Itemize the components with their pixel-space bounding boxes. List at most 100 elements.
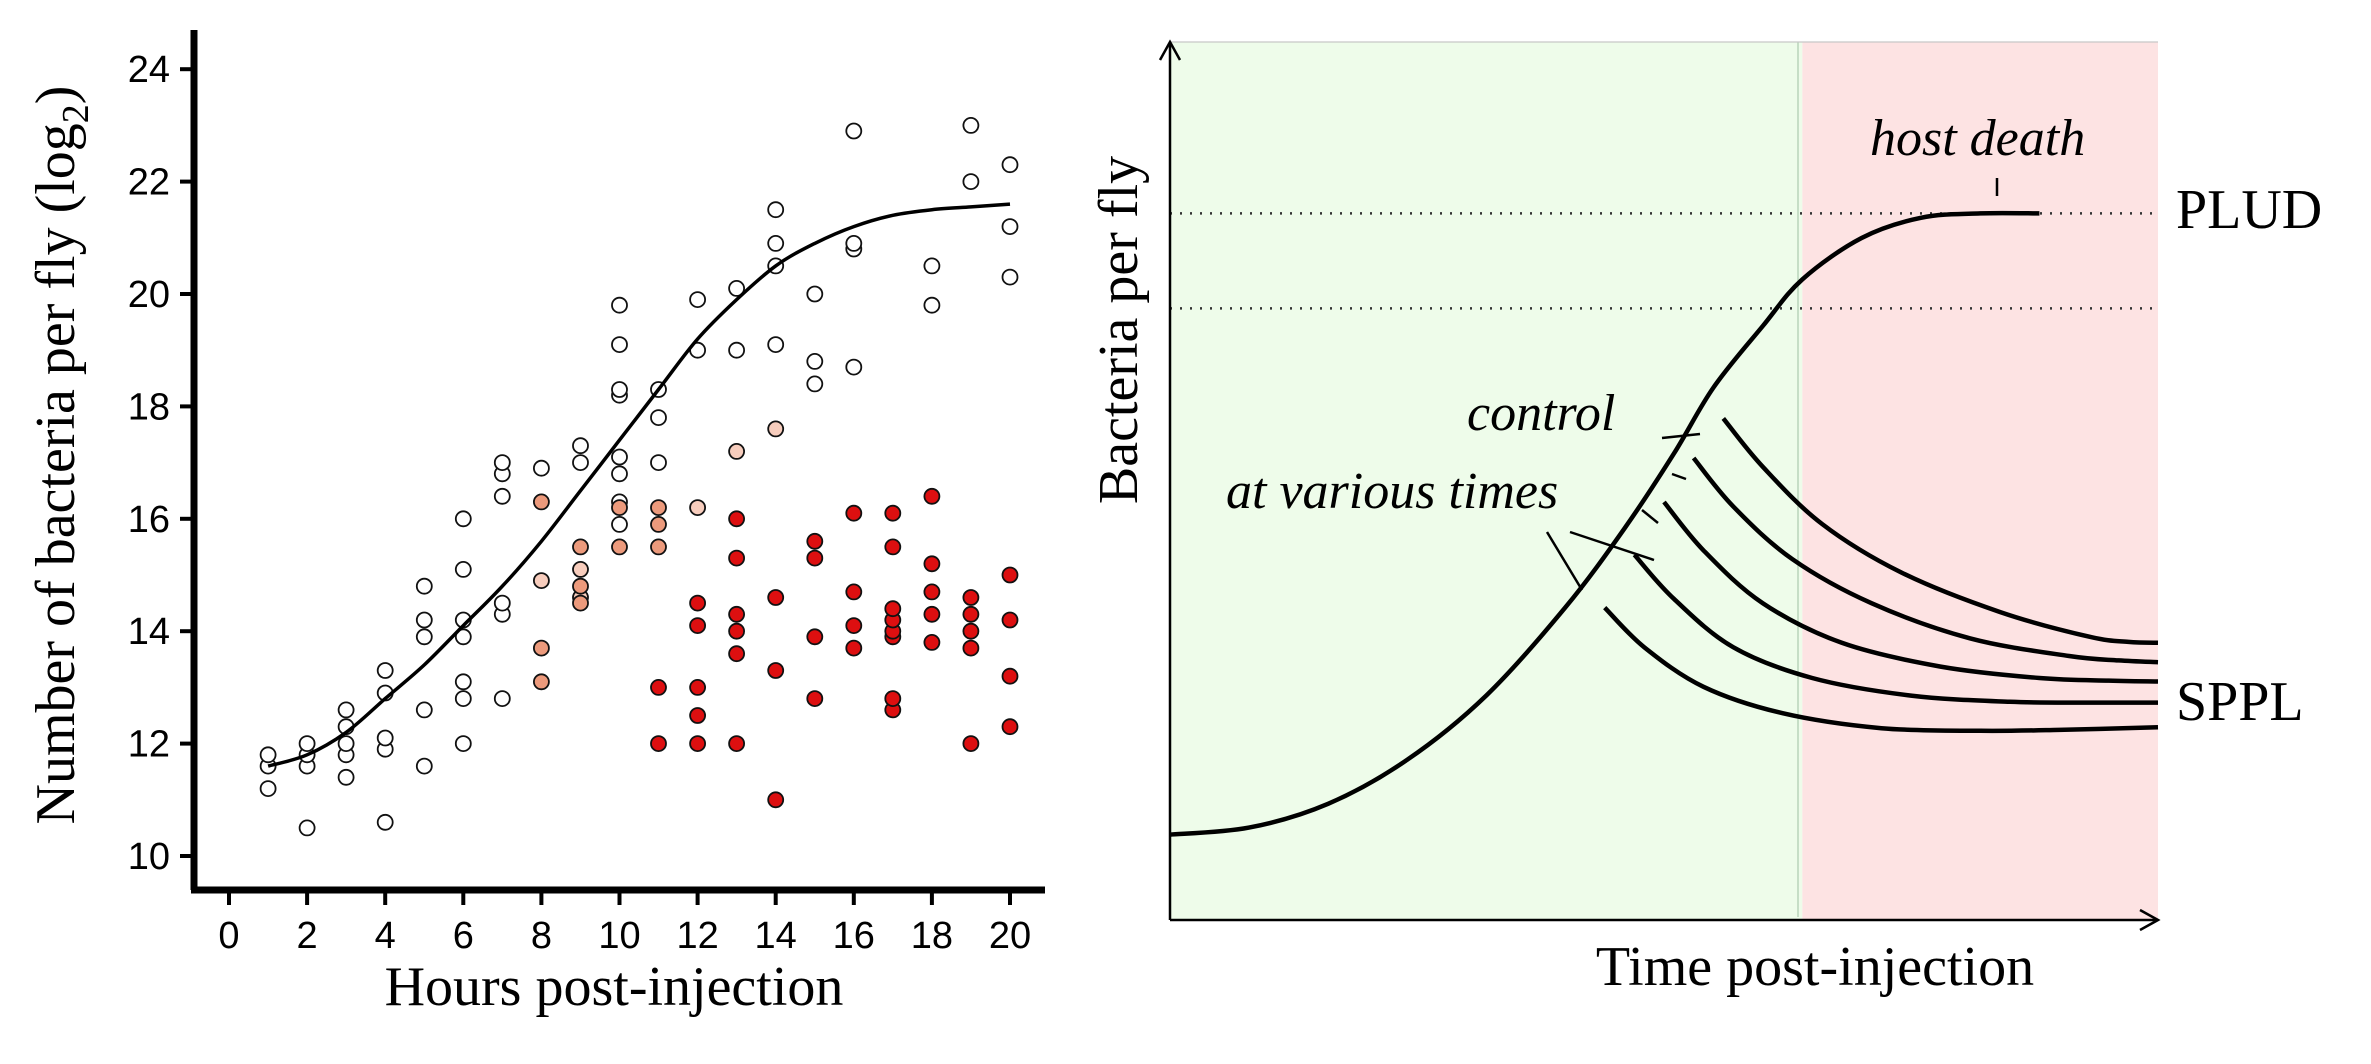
data-point-open — [533, 459, 550, 477]
data-point-open — [376, 813, 394, 831]
data-point-salmon — [533, 493, 550, 511]
data-point-red — [806, 690, 824, 707]
data-point-open — [298, 735, 316, 752]
data-point-open — [923, 296, 941, 314]
x-tick-label: 6 — [453, 915, 474, 957]
control-label: control — [1467, 385, 1615, 442]
x-tick-label: 16 — [833, 915, 875, 957]
pointer-3 — [1641, 509, 1659, 524]
data-point-open — [493, 454, 511, 472]
data-point-open — [806, 285, 824, 303]
schematic-chart: Time post-injection Bacteria per fly PLU… — [1088, 39, 2322, 998]
growth-curve — [1169, 210, 2040, 837]
data-point-salmon — [572, 594, 589, 612]
data-point-open — [337, 701, 355, 719]
data-point-open — [845, 234, 863, 252]
data-point-red — [1001, 611, 1019, 629]
data-point-red — [767, 662, 785, 679]
data-point-red — [1001, 566, 1019, 584]
data-point-pale — [728, 442, 745, 460]
data-point-open — [728, 341, 745, 359]
data-point-red — [845, 504, 863, 522]
data-point-red — [923, 634, 941, 651]
pointer-4 — [1569, 530, 1655, 562]
data-point-red — [884, 690, 902, 707]
data-point-open — [415, 611, 433, 629]
data-point-open — [962, 117, 980, 134]
treatment-curve — [1632, 553, 2159, 705]
data-point-red — [806, 549, 824, 567]
y-axis-arrow — [1158, 39, 1182, 61]
data-point-red — [728, 510, 745, 528]
data-point-red — [806, 628, 824, 646]
y-axis-label: Bacteria per fly — [1088, 156, 1150, 504]
treatment-curve — [1691, 456, 2159, 665]
data-point-red — [962, 735, 980, 752]
data-point-red — [884, 504, 902, 522]
data-point-red — [923, 487, 941, 505]
data-point-open — [493, 690, 511, 707]
data-point-red — [728, 645, 745, 663]
data-point-red — [806, 532, 824, 550]
data-point-red — [923, 605, 941, 623]
data-point-red — [923, 555, 941, 573]
control-pointers — [1545, 432, 1701, 591]
data-point-open — [454, 561, 472, 578]
data-point-open — [845, 122, 863, 140]
data-point-red — [689, 594, 706, 612]
x-tick-label: 8 — [531, 915, 552, 957]
data-point-red — [1001, 667, 1019, 685]
data-point-salmon — [650, 516, 667, 533]
data-point-open — [611, 448, 628, 466]
data-point-open — [415, 701, 433, 719]
data-point-open — [415, 577, 433, 595]
y-tick-label: 20 — [128, 274, 170, 316]
data-point-salmon — [533, 639, 550, 657]
data-point-salmon — [572, 577, 589, 595]
data-point-red — [689, 617, 706, 634]
fit-curve — [267, 202, 1011, 768]
data-point-open — [454, 673, 472, 691]
data-point-red — [767, 791, 785, 809]
data-point-open — [845, 358, 863, 376]
data-point-red — [650, 735, 667, 752]
data-point-open — [611, 381, 628, 398]
y-tick-label: 18 — [128, 386, 170, 428]
x-tick-label: 14 — [755, 915, 797, 957]
data-point-open — [493, 594, 511, 612]
data-point-salmon — [611, 499, 628, 517]
data-point-open — [728, 279, 745, 297]
data-point-open — [650, 454, 667, 472]
x-axis-label: Time post-injection — [1596, 936, 2034, 998]
data-point-open — [611, 296, 628, 314]
data-point-open — [611, 465, 628, 483]
x-ticks: 0 2 4 6 8 10 12 14 16 18 20 — [218, 890, 1031, 957]
data-point-open — [337, 768, 355, 786]
data-point-red — [962, 605, 980, 623]
y-tick-label: 14 — [128, 611, 170, 653]
y-tick-label: 24 — [128, 49, 170, 91]
data-point-red — [845, 639, 863, 657]
data-point-salmon — [572, 538, 589, 556]
data-point-pale — [572, 561, 589, 578]
green-region — [1170, 42, 1803, 920]
data-point-open — [611, 336, 628, 354]
scatter-points — [259, 117, 1019, 837]
data-point-red — [650, 679, 667, 696]
x-axis-label: Hours post-injection — [385, 956, 844, 1018]
x-tick-label: 2 — [297, 915, 318, 957]
data-point-open — [767, 336, 785, 354]
data-point-open — [611, 516, 628, 533]
x-tick-label: 0 — [218, 915, 239, 957]
data-point-open — [1001, 218, 1019, 236]
pointer-5 — [1545, 531, 1584, 591]
data-point-pale — [533, 572, 550, 589]
data-point-open — [493, 487, 511, 505]
data-point-red — [845, 583, 863, 601]
pointer-1 — [1661, 432, 1701, 440]
data-point-open — [376, 662, 394, 679]
data-point-open — [454, 735, 472, 752]
data-point-open — [376, 729, 394, 747]
data-point-red — [689, 735, 706, 752]
